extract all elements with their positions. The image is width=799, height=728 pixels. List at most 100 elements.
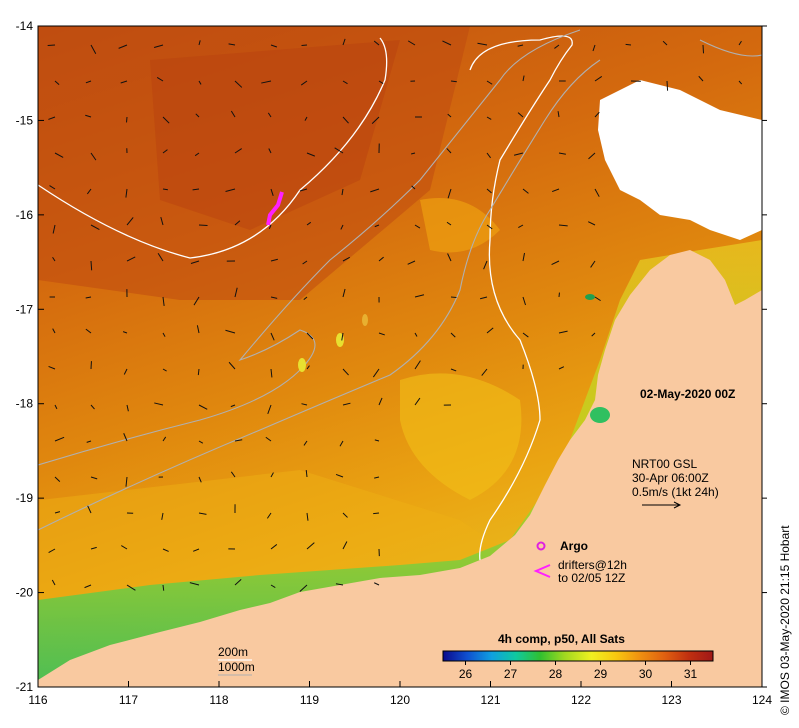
current-vector	[54, 511, 61, 514]
current-vector	[306, 221, 312, 226]
current-vector	[522, 75, 525, 82]
current-vector	[122, 331, 128, 334]
current-vector	[90, 404, 95, 410]
current-vector	[225, 329, 236, 334]
current-vector	[234, 220, 241, 226]
current-vector	[153, 44, 164, 48]
current-vector	[90, 476, 98, 480]
current-vector	[48, 116, 56, 120]
current-vector	[270, 258, 278, 262]
current-vector	[477, 42, 488, 46]
current-vector	[486, 152, 491, 159]
current-vector	[230, 110, 236, 118]
contour-1000m	[38, 29, 762, 531]
current-title: NRT00 GSL	[632, 457, 697, 471]
current-vector	[266, 512, 272, 519]
current-vector	[702, 44, 705, 54]
current-vector	[558, 330, 568, 334]
current-vector	[342, 80, 348, 85]
current-vector	[48, 548, 56, 553]
x-tick-label: 122	[571, 693, 591, 707]
current-vector	[486, 327, 494, 334]
current-vector	[517, 112, 524, 118]
current-vector	[342, 256, 351, 262]
current-vector	[301, 44, 308, 47]
current-vector	[84, 584, 92, 589]
current-vector	[228, 361, 236, 370]
current-vector	[374, 224, 380, 228]
current-vector	[162, 436, 167, 442]
current-vector	[49, 185, 56, 190]
colorbar-title: 4h comp, p50, All Sats	[498, 632, 625, 646]
current-vector	[48, 365, 56, 370]
current-vector	[270, 472, 274, 478]
current-vector	[588, 221, 596, 226]
current-vector	[335, 473, 344, 478]
current-vector	[302, 260, 308, 265]
current-vector	[483, 260, 488, 270]
current-vector	[87, 505, 92, 514]
colorbar-tick-label: 29	[594, 667, 608, 681]
current-vector	[194, 152, 200, 157]
current-vector	[513, 152, 524, 156]
current-vector	[305, 470, 308, 478]
current-vector	[342, 288, 346, 298]
current-vector	[268, 148, 272, 154]
current-vector	[90, 546, 97, 550]
current-vector	[85, 114, 92, 118]
y-tick-label: -18	[16, 397, 34, 411]
x-tick-label: 121	[480, 693, 500, 707]
scale-arrow	[642, 501, 682, 509]
current-vector	[51, 579, 56, 586]
current-vector	[378, 397, 383, 406]
current-vector	[374, 439, 380, 442]
current-vector	[52, 256, 56, 262]
current-vector	[90, 224, 100, 231]
current-vector	[123, 368, 128, 375]
current-vector	[378, 332, 385, 336]
current-vector	[54, 476, 61, 482]
colorbar-tick-label: 27	[504, 667, 518, 681]
x-tick-label: 120	[390, 693, 410, 707]
current-vector	[303, 440, 308, 446]
current-vector	[54, 152, 64, 158]
current-vector	[738, 40, 742, 46]
current-vector	[126, 404, 129, 412]
current-vector	[198, 40, 201, 46]
current-vector	[558, 152, 566, 155]
current-vector	[90, 44, 97, 54]
current-vector	[373, 512, 380, 515]
current-vector	[161, 512, 164, 520]
current-vector	[267, 112, 272, 118]
sst-field	[38, 26, 762, 687]
current-vector	[196, 325, 200, 334]
x-axis: 116 117 118 119 120 121 122 123 124	[28, 681, 772, 707]
current-vector	[517, 44, 524, 47]
current-vector	[342, 368, 349, 376]
current-vector	[118, 44, 128, 49]
current-vector	[267, 404, 272, 415]
current-vector	[594, 188, 600, 197]
current-vector	[341, 332, 344, 341]
y-tick-label: -19	[16, 491, 34, 505]
current-vector	[662, 40, 668, 46]
x-tick-label: 124	[752, 693, 772, 707]
current-vector	[411, 185, 416, 190]
current-vector	[85, 296, 92, 299]
current-vector	[270, 44, 278, 48]
current-vector	[90, 260, 93, 271]
current-vector	[378, 256, 384, 262]
current-vector	[592, 44, 596, 52]
current-vector	[192, 548, 200, 552]
current-vector	[414, 224, 421, 229]
current-vector	[486, 224, 493, 230]
current-vector	[195, 113, 200, 118]
current-vector	[442, 40, 452, 46]
y-tick-label: -16	[16, 208, 34, 222]
current-scale: 0.5m/s (1kt 24h)	[632, 485, 719, 499]
current-vector	[551, 260, 560, 265]
current-vector	[300, 80, 308, 86]
current-vector	[54, 436, 65, 442]
current-vector	[374, 476, 380, 479]
